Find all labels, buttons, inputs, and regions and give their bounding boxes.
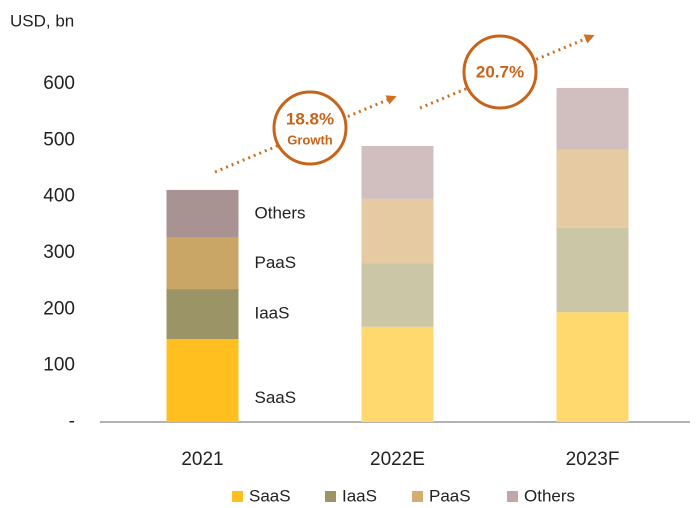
growth-arrow: [419, 34, 595, 110]
segment-label: SaaS: [255, 388, 297, 407]
legend-swatch: [412, 491, 423, 502]
x-tick-label: 2021: [181, 449, 223, 470]
annotation: 20.7%: [476, 62, 524, 81]
y-tick-label: 600: [43, 73, 75, 94]
y-axis-label: USD, bn: [10, 11, 74, 30]
bar-segment: [166, 237, 239, 290]
bar-segment: [556, 227, 629, 313]
bar-segment: [361, 263, 434, 327]
bar-segment: [556, 87, 629, 150]
bar-segment: [166, 289, 239, 340]
legend-label: PaaS: [429, 486, 471, 505]
y-tick-label: 400: [43, 186, 75, 207]
bar-segment: [361, 198, 434, 264]
growth-arrow: [214, 95, 397, 174]
y-tick-label: 500: [43, 129, 75, 150]
x-tick-label: 2022E: [370, 449, 425, 470]
legend-swatch: [232, 491, 243, 502]
bar-segment: [361, 326, 434, 422]
growth-circle: [272, 90, 348, 166]
segment-label: IaaS: [255, 304, 290, 323]
legend-label: IaaS: [342, 486, 377, 505]
legend-swatch: [507, 491, 518, 502]
x-tick-label: 2023F: [566, 449, 620, 470]
segment-label: Others: [255, 203, 306, 222]
y-tick-label: 200: [43, 298, 75, 319]
legend-swatch: [325, 491, 336, 502]
legend-label: Others: [524, 486, 575, 505]
segment-label: PaaS: [255, 253, 297, 272]
bar-segment: [556, 149, 629, 228]
bar-segment: [361, 145, 434, 199]
annotation: 18.8%: [286, 109, 334, 128]
legend-label: SaaS: [249, 486, 291, 505]
bar-segment: [556, 312, 629, 422]
y-tick-label: -: [69, 411, 75, 432]
bar-segment: [166, 339, 239, 422]
y-tick-label: 100: [43, 355, 75, 376]
annotation: Growth: [287, 132, 333, 147]
growth-circle: [462, 34, 538, 110]
y-tick-label: 300: [43, 242, 75, 263]
bar-segment: [166, 189, 239, 238]
